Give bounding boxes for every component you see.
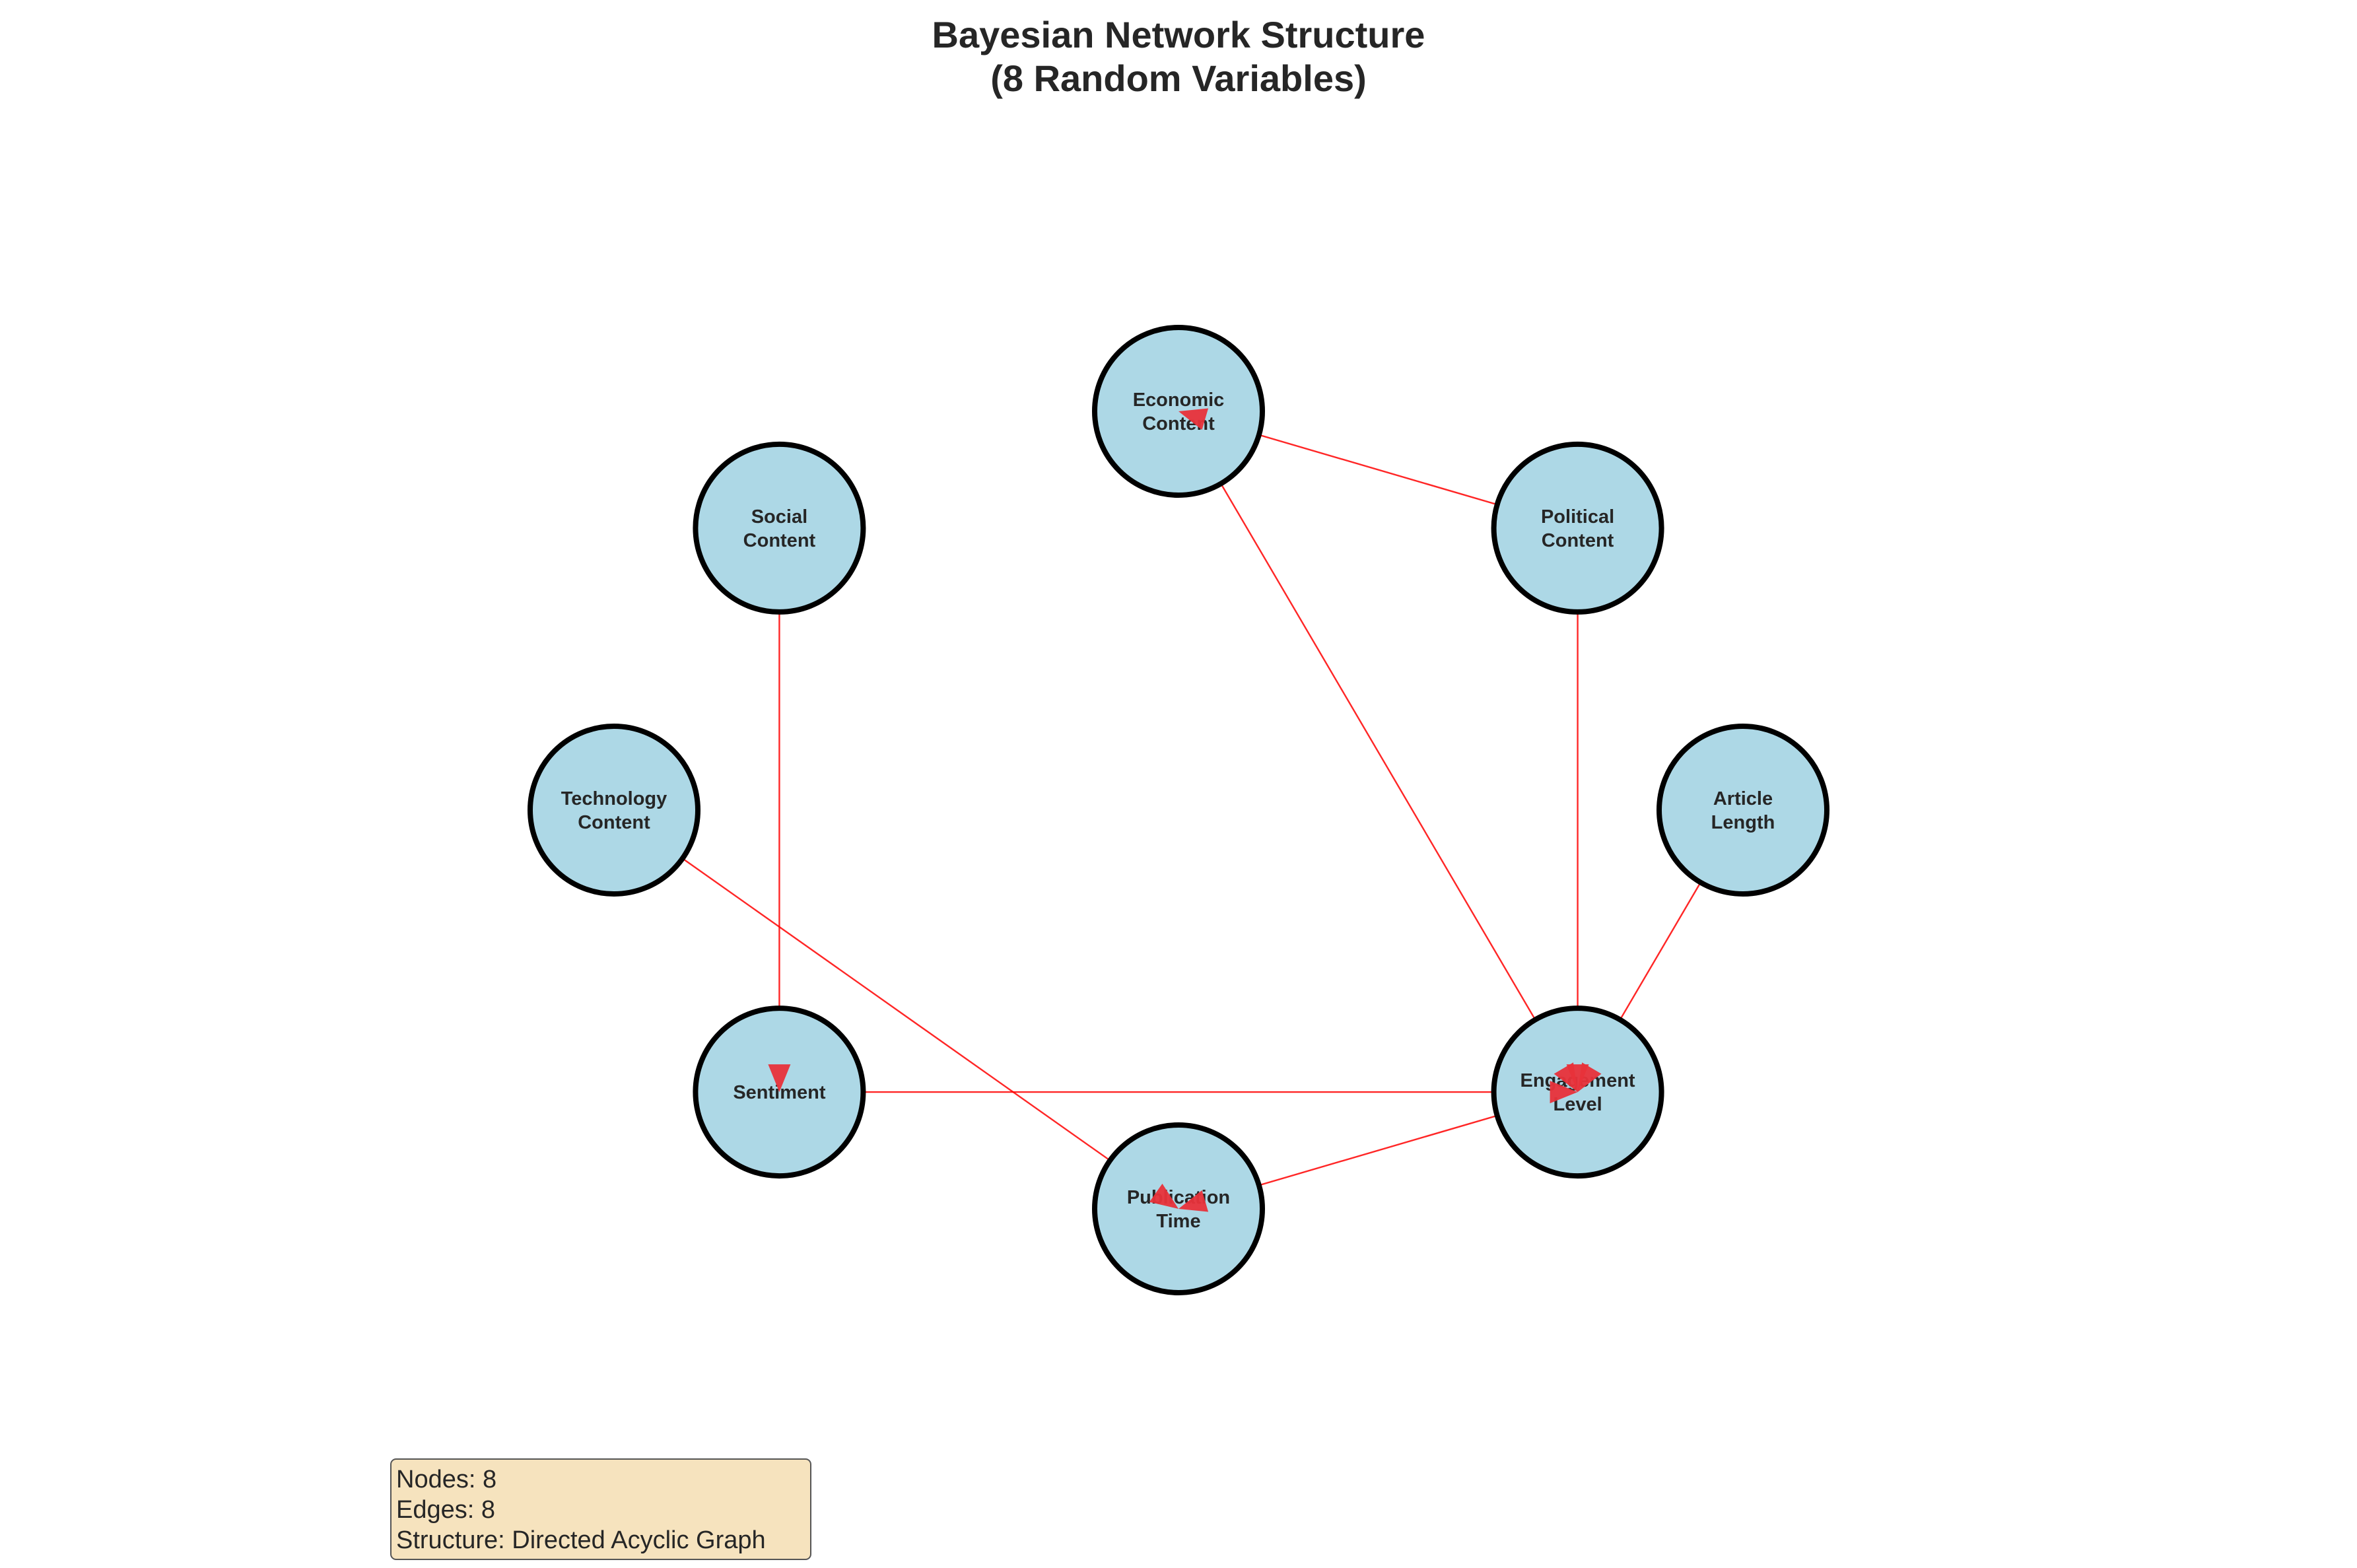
node-label: Content (578, 812, 650, 833)
node-label: Publication (1127, 1187, 1230, 1208)
node-circle[interactable] (528, 724, 700, 897)
info-nodes-count: Nodes: 8 (396, 1466, 496, 1493)
node-label: Social (751, 506, 807, 528)
node-circle[interactable] (1657, 724, 1829, 897)
node-label: Time (1156, 1211, 1200, 1232)
arrowheads-layer (768, 408, 1602, 1212)
arrowhead-engagement-to-publication (1178, 1190, 1209, 1212)
chart-title-line-2: (8 Random Variables) (990, 57, 1367, 99)
arrowhead-political-to-economic (1178, 408, 1209, 430)
node-label: Content (1542, 530, 1614, 551)
node-circle[interactable] (693, 441, 866, 615)
arrowhead-sentiment-to-engagement (1550, 1081, 1578, 1104)
node-circle[interactable] (1491, 441, 1664, 615)
chart-title-line-1: Bayesian Network Structure (932, 14, 1425, 55)
arrowhead-technology-to-publication (1149, 1183, 1178, 1209)
info-edges-count: Edges: 8 (396, 1496, 495, 1524)
node-label: Content (743, 530, 816, 551)
info-box-background (390, 1458, 811, 1560)
node-label: Article (1713, 788, 1773, 809)
edge-economic-to-engagement (1177, 411, 1579, 1093)
edges-layer (613, 410, 1744, 1210)
node-article-length[interactable]: Article Length (1657, 724, 1829, 897)
arrowhead-article_length-to-engagement (1577, 1062, 1602, 1093)
info-structure: Structure: Directed Acyclic Graph (396, 1526, 766, 1554)
edge-technology-to-publication (613, 809, 1179, 1210)
arrowhead-social-to-sentiment (768, 1064, 791, 1093)
info-box: Nodes: 8 Edges: 8 Structure: Directed Ac… (390, 1458, 811, 1560)
node-technology[interactable]: Technology Content (528, 724, 700, 897)
node-label: Technology (561, 788, 667, 809)
node-label: Economic (1133, 390, 1225, 411)
node-label: Political (1541, 506, 1614, 528)
nodes-layer: EconomicContentSocialContentPoliticalCon… (528, 325, 1829, 1295)
node-label: Length (1711, 812, 1775, 833)
